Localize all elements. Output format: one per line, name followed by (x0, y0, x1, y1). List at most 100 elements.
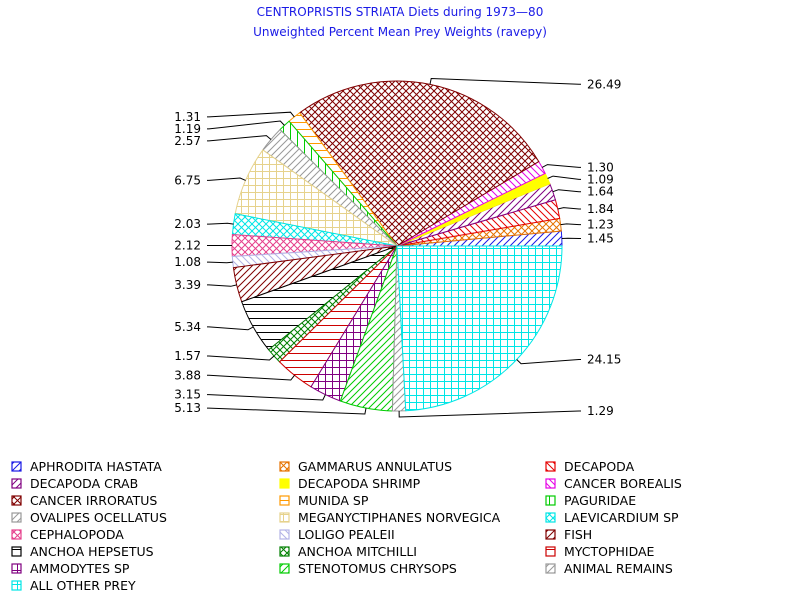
legend-swatch (11, 461, 22, 472)
leader-line (207, 177, 246, 181)
legend-label: FISH (564, 527, 592, 542)
leader-line (552, 189, 581, 193)
legend-swatch (11, 563, 22, 574)
legend-item: DECAPODA SHRIMP (279, 476, 421, 491)
leader-line (207, 374, 295, 381)
legend-item: APHRODITA HASTATA (11, 459, 162, 474)
legend-item: MEGANYCTIPHANES NORVEGICA (279, 510, 501, 525)
legend-item: DECAPODA CRAB (11, 476, 138, 491)
pie-value-labels: 26.49 1.301.091.64 1.84 1.231.45 24.15 1.29 1.… (174, 77, 621, 418)
slice-value-label: 3.88 (174, 368, 201, 382)
legend-label: DECAPODA SHRIMP (298, 476, 421, 491)
slice-value-label: 1.19 (174, 122, 201, 136)
legend-item: GAMMARUS ANNULATUS (279, 459, 452, 474)
slice-value-label: 1.08 (174, 255, 201, 269)
leader-line (207, 111, 295, 118)
legend-item: OVALIPES OCELLATUS (11, 510, 167, 525)
legend-swatch (279, 478, 290, 489)
leader-line (207, 284, 237, 287)
legend-item: ALL OTHER PREY (11, 578, 136, 593)
legend-item: STENOTOMUS CHRYSOPS (279, 561, 457, 576)
chart-subtitle: Unweighted Percent Mean Prey Weights (ra… (253, 25, 547, 39)
leader-line (560, 223, 581, 226)
slice-value-label: 2.57 (174, 134, 201, 148)
legend-label: CEPHALOPODA (30, 527, 124, 542)
legend-swatch (11, 580, 22, 591)
slice-value-label: 1.23 (587, 218, 614, 232)
legend-label: ANCHOA HEPSETUS (30, 544, 154, 559)
legend-swatch (545, 529, 556, 540)
legend-item: ANCHOA HEPSETUS (11, 544, 154, 559)
leader-line (207, 407, 367, 415)
legend-label: CANCER IRRORATUS (30, 493, 157, 508)
slice-value-label: 26.49 (587, 77, 621, 91)
leader-line (547, 175, 581, 180)
slice-value-label: 1.30 (587, 160, 614, 174)
legend-label: DECAPODA CRAB (30, 476, 138, 491)
legend-item: PAGURIDAE (545, 493, 636, 508)
slice-value-label: 1.57 (174, 349, 201, 363)
leader-line (207, 222, 234, 225)
leader-line (207, 135, 272, 142)
legend-swatch (545, 512, 556, 523)
legend-swatch (11, 546, 22, 557)
legend-label: MEGANYCTIPHANES NORVEGICA (298, 510, 501, 525)
legend-label: ANCHOA MITCHILLI (298, 544, 417, 559)
legend-item: LOLIGO PEALEII (279, 527, 395, 542)
legend-item: DECAPODA (545, 459, 635, 474)
legend-item: LAEVICARDIUM SP (545, 510, 679, 525)
legend-swatch (545, 563, 556, 574)
legend-swatch (11, 529, 22, 540)
slice-value-label: 5.34 (174, 320, 201, 334)
legend-item: AMMODYTES SP (11, 561, 130, 576)
slice-value-label: 1.31 (174, 110, 201, 124)
chart-title: CENTROPRISTIS STRIATA Diets during 1973—… (257, 5, 544, 19)
leader-line (541, 164, 581, 168)
slice-value-label: 3.39 (174, 278, 201, 292)
legend-item: MYCTOPHIDAE (545, 544, 655, 559)
slice-value-label: 1.09 (587, 172, 614, 186)
legend-swatch (279, 461, 290, 472)
slice-value-label: 24.15 (587, 353, 621, 367)
legend-item: MUNIDA SP (279, 493, 369, 508)
leader-line (207, 394, 326, 401)
legend-swatch (279, 512, 290, 523)
legend-swatch (11, 512, 22, 523)
legend-item: CANCER IRRORATUS (11, 493, 157, 508)
slice-value-label: 2.12 (174, 239, 201, 253)
legend-label: MYCTOPHIDAE (564, 544, 655, 559)
slice-value-label: 3.15 (174, 388, 201, 402)
legend-label: GAMMARUS ANNULATUS (298, 459, 452, 474)
pie-slice (396, 245, 563, 412)
leader-line (557, 207, 581, 210)
legend-item: ANCHOA MITCHILLI (279, 544, 417, 559)
legend-item: CANCER BOREALIS (545, 476, 682, 491)
legend-swatch (545, 461, 556, 472)
slice-value-label: 1.84 (587, 202, 614, 216)
legend-item: ANIMAL REMAINS (545, 561, 673, 576)
leader-line (207, 120, 285, 130)
legend-item: CEPHALOPODA (11, 527, 124, 542)
legend-label: DECAPODA (564, 459, 635, 474)
legend-swatch (545, 478, 556, 489)
legend-swatch (279, 495, 290, 506)
leader-line (398, 410, 581, 418)
legend-label: CANCER BOREALIS (564, 476, 682, 491)
pie-leader-lines (207, 77, 581, 418)
legend-swatch (545, 495, 556, 506)
leader-line (516, 359, 581, 365)
legend-swatch (279, 563, 290, 574)
legend-swatch (11, 478, 22, 489)
legend: APHRODITA HASTATA GAMMARUS ANNULATUS DECAP… (11, 459, 682, 593)
legend-swatch (545, 546, 556, 557)
legend-label: LOLIGO PEALEII (298, 527, 395, 542)
legend-label: ANIMAL REMAINS (564, 561, 673, 576)
legend-swatch (279, 546, 290, 557)
legend-swatch (11, 495, 22, 506)
leader-line (207, 261, 233, 264)
leader-line (207, 355, 275, 361)
slice-value-label: 1.45 (587, 232, 614, 246)
legend-label: AMMODYTES SP (30, 561, 130, 576)
slice-value-label: 2.03 (174, 217, 201, 231)
legend-label: STENOTOMUS CHRYSOPS (298, 561, 457, 576)
